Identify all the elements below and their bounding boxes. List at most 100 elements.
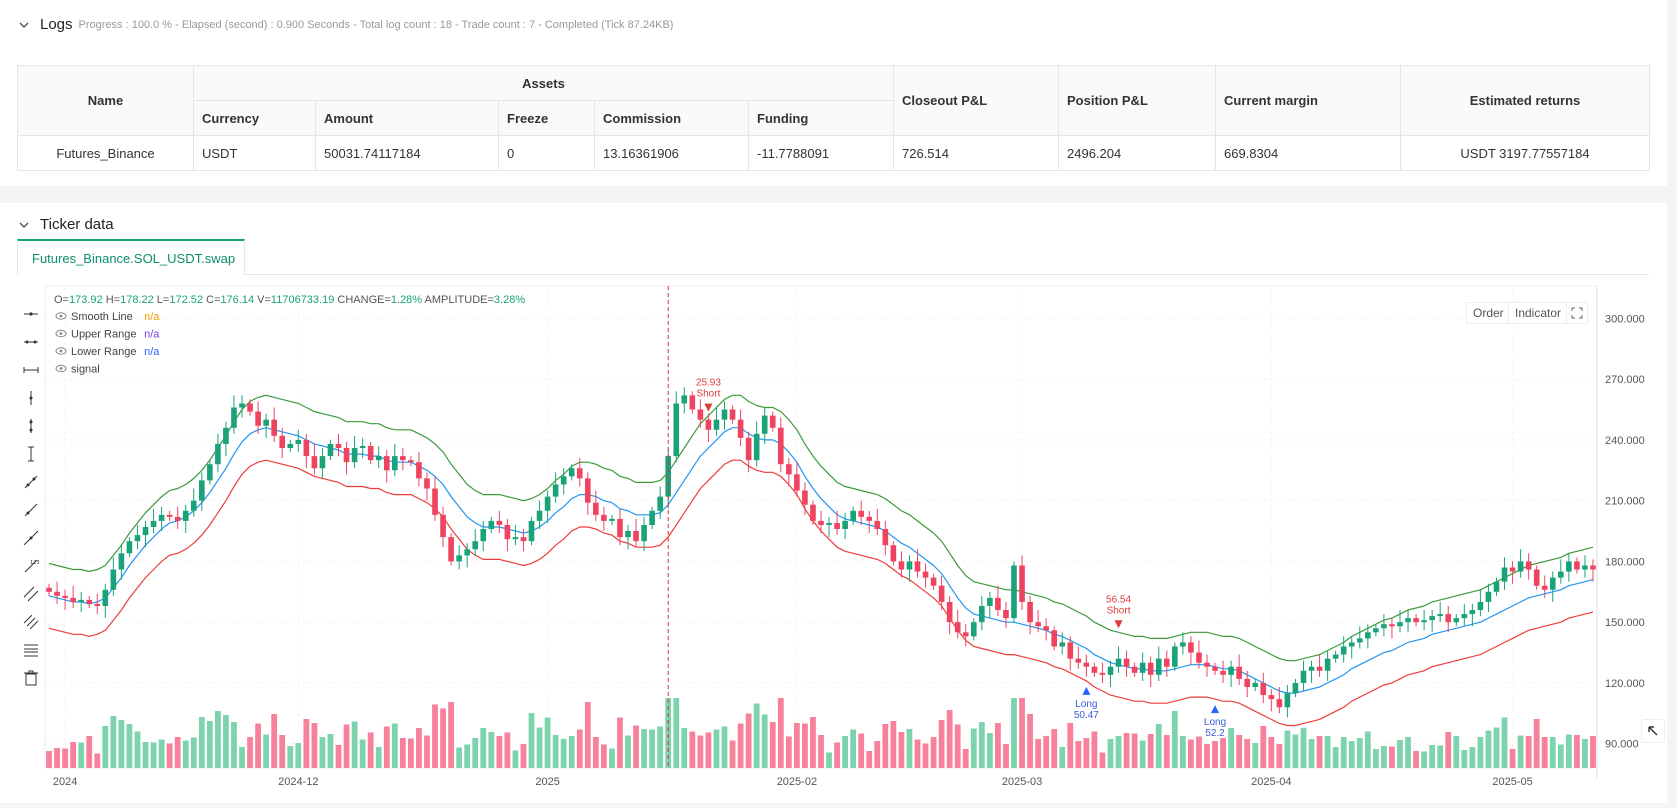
volume-bar [1260, 726, 1267, 768]
candle [1252, 682, 1259, 687]
candle [327, 443, 334, 457]
volume-bar [351, 721, 358, 768]
candle [946, 601, 953, 623]
order-button[interactable]: Order [1466, 302, 1511, 324]
volume-bar [705, 732, 712, 768]
candle [1566, 561, 1572, 572]
chevron-down-icon[interactable] [18, 219, 30, 231]
volume-bar [279, 735, 286, 768]
fibonacci-icon[interactable] [20, 639, 42, 661]
volume-bar [1429, 745, 1436, 768]
volume-bar [375, 747, 382, 768]
reset-zoom-icon[interactable] [1641, 719, 1665, 743]
volume-bar [488, 732, 495, 768]
candle [215, 443, 221, 465]
col-amount: Amount [315, 100, 499, 136]
candle [1163, 658, 1170, 667]
candle [1115, 658, 1122, 667]
volume-bar [359, 739, 366, 768]
candle [110, 569, 117, 590]
candle [995, 597, 1001, 611]
volume-bar [777, 698, 784, 768]
signal-price-label: 25.93 [696, 378, 721, 389]
candle [721, 409, 728, 420]
volume-bar [826, 752, 832, 768]
volume-bar [416, 728, 422, 768]
candle [528, 520, 535, 542]
volume-bar [472, 738, 479, 768]
candle [1180, 642, 1186, 647]
volume-bar [335, 745, 342, 768]
vertical-ray-icon[interactable] [20, 443, 42, 465]
candle [970, 622, 977, 637]
candle [713, 419, 720, 430]
vertical-line-icon[interactable] [20, 387, 42, 409]
volume-bar [1179, 736, 1186, 768]
volume-bar [1091, 731, 1098, 768]
candle [150, 520, 157, 527]
candle [1356, 638, 1363, 643]
volume-bar [842, 736, 849, 768]
y-tick-label: 300.000 [1605, 313, 1645, 325]
chevron-down-icon[interactable] [18, 19, 30, 31]
volume-bar [1147, 734, 1154, 768]
volume-bar [584, 702, 591, 768]
candle [367, 445, 374, 461]
candle [279, 435, 286, 448]
logs-header[interactable]: Logs Progress : 100.0 % - Elapsed (secon… [18, 16, 673, 33]
candle [239, 403, 245, 408]
candle [182, 510, 189, 521]
volume-bar [769, 722, 776, 768]
volume-bar [1493, 727, 1500, 768]
trend-line-icon[interactable] [20, 471, 42, 493]
fullscreen-icon[interactable] [1566, 302, 1588, 324]
horizontal-ray-icon[interactable] [20, 359, 42, 381]
pitchfork-icon[interactable] [20, 611, 42, 633]
crosshair-icon[interactable] [20, 303, 42, 325]
candle [416, 462, 422, 479]
volume-bar [1171, 711, 1178, 768]
candle [914, 561, 921, 572]
candle [1574, 561, 1580, 570]
eye-icon [59, 332, 63, 335]
vertical-segment-icon[interactable] [20, 415, 42, 437]
trash-icon[interactable] [20, 667, 42, 689]
candle [1501, 567, 1508, 582]
candle [826, 522, 832, 525]
candle [520, 537, 527, 542]
price-chart[interactable]: 300.000 270.000 240.000 210.000 180.000 150.0… [0, 203, 1667, 803]
candle [769, 415, 776, 428]
volume-bar [496, 736, 503, 768]
volume-bar [94, 753, 101, 768]
volume-bar [118, 720, 125, 768]
candle [673, 403, 680, 457]
horizontal-line-icon[interactable] [20, 331, 42, 353]
parallel-channel-icon[interactable] [20, 583, 42, 605]
volume-bar [70, 742, 77, 768]
candle [593, 502, 599, 515]
volume-bar [319, 737, 326, 768]
tab-sol-usdt[interactable]: Futures_Binance.SOL_USDT.swap [17, 239, 245, 275]
volume-bar [721, 726, 728, 768]
col-assets: Assets [193, 65, 894, 101]
candle [641, 524, 647, 542]
volume-bar [995, 723, 1001, 768]
logs-meta: Progress : 100.0 % - Elapsed (second) : … [78, 18, 674, 31]
volume-bar [512, 750, 519, 768]
candle [86, 599, 93, 604]
ticker-title: Ticker data [40, 216, 114, 233]
x-tick-label: 2025-05 [1492, 776, 1532, 788]
candle [810, 504, 816, 521]
volume-bar [1413, 751, 1419, 768]
volume-bar [552, 735, 559, 768]
volume-bar [1308, 739, 1315, 768]
candle [576, 468, 583, 479]
candle [1244, 678, 1251, 687]
volume-bar [1517, 735, 1524, 768]
ticker-header[interactable]: Ticker data [18, 216, 114, 233]
price-label-icon[interactable]: 123 [20, 555, 42, 577]
indicator-button[interactable]: Indicator [1508, 302, 1569, 324]
candle [1107, 666, 1114, 675]
ray-line-icon[interactable] [20, 499, 42, 521]
extended-line-icon[interactable] [20, 527, 42, 549]
